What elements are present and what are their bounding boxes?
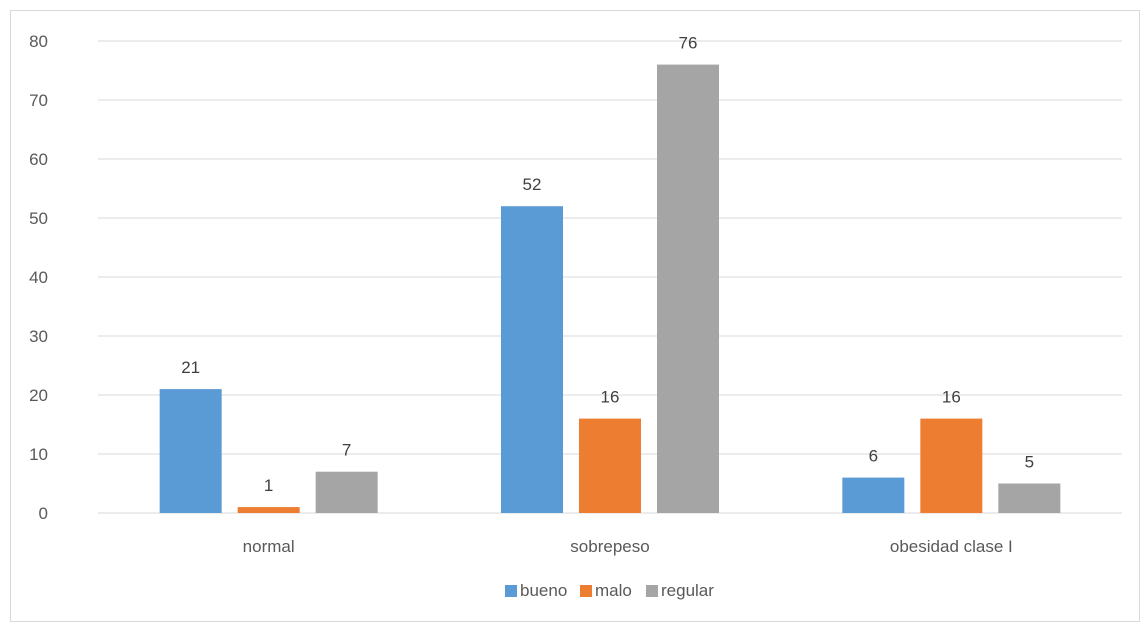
bars [159,64,1061,513]
legend-swatch [505,585,517,597]
data-label: 52 [523,175,542,194]
legend-item-bueno: bueno [505,581,567,600]
legend-item-regular: regular [646,581,714,600]
y-axis-ticks: 0 10 20 30 40 50 60 70 80 [29,32,48,523]
legend: bueno malo regular [505,581,714,600]
x-tick-label: normal [243,537,295,556]
y-tick-label: 0 [39,504,48,523]
bar-malo [237,507,300,513]
data-label: 6 [869,447,878,466]
data-label: 16 [942,388,961,407]
bar-regular [315,471,378,513]
y-tick-label: 70 [29,91,48,110]
y-tick-label: 60 [29,150,48,169]
x-tick-label: sobrepeso [570,537,649,556]
x-axis-ticks: normal sobrepeso obesidad clase I [243,537,1013,556]
bar-regular [998,483,1061,513]
data-label: 21 [181,358,200,377]
legend-label: bueno [520,581,567,600]
bar-malo [579,418,641,513]
y-tick-label: 10 [29,445,48,464]
bar-bueno [159,389,222,513]
data-labels: 21 1 7 52 16 76 6 16 5 [181,34,1034,496]
bar-regular [657,64,719,513]
data-label: 76 [679,34,698,53]
x-tick-label: obesidad clase I [890,537,1013,556]
data-label: 5 [1025,453,1034,472]
y-tick-label: 20 [29,386,48,405]
y-tick-label: 80 [29,32,48,51]
legend-swatch [580,585,592,597]
y-tick-label: 30 [29,327,48,346]
bar-malo [920,418,983,513]
y-tick-label: 40 [29,268,48,287]
data-label: 7 [342,441,351,460]
bar-bueno [842,477,905,513]
chart-frame [10,10,1140,622]
y-tick-label: 50 [29,209,48,228]
legend-label: regular [661,581,714,600]
legend-label: malo [595,581,632,600]
legend-item-malo: malo [580,581,632,600]
legend-swatch [646,585,658,597]
bar-bueno [501,206,563,513]
data-label: 16 [601,388,620,407]
data-label: 1 [264,476,273,495]
